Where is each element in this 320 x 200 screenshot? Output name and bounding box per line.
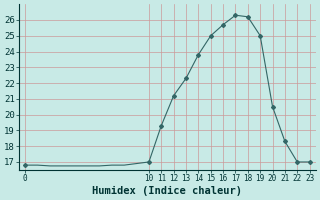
X-axis label: Humidex (Indice chaleur): Humidex (Indice chaleur): [92, 186, 243, 196]
